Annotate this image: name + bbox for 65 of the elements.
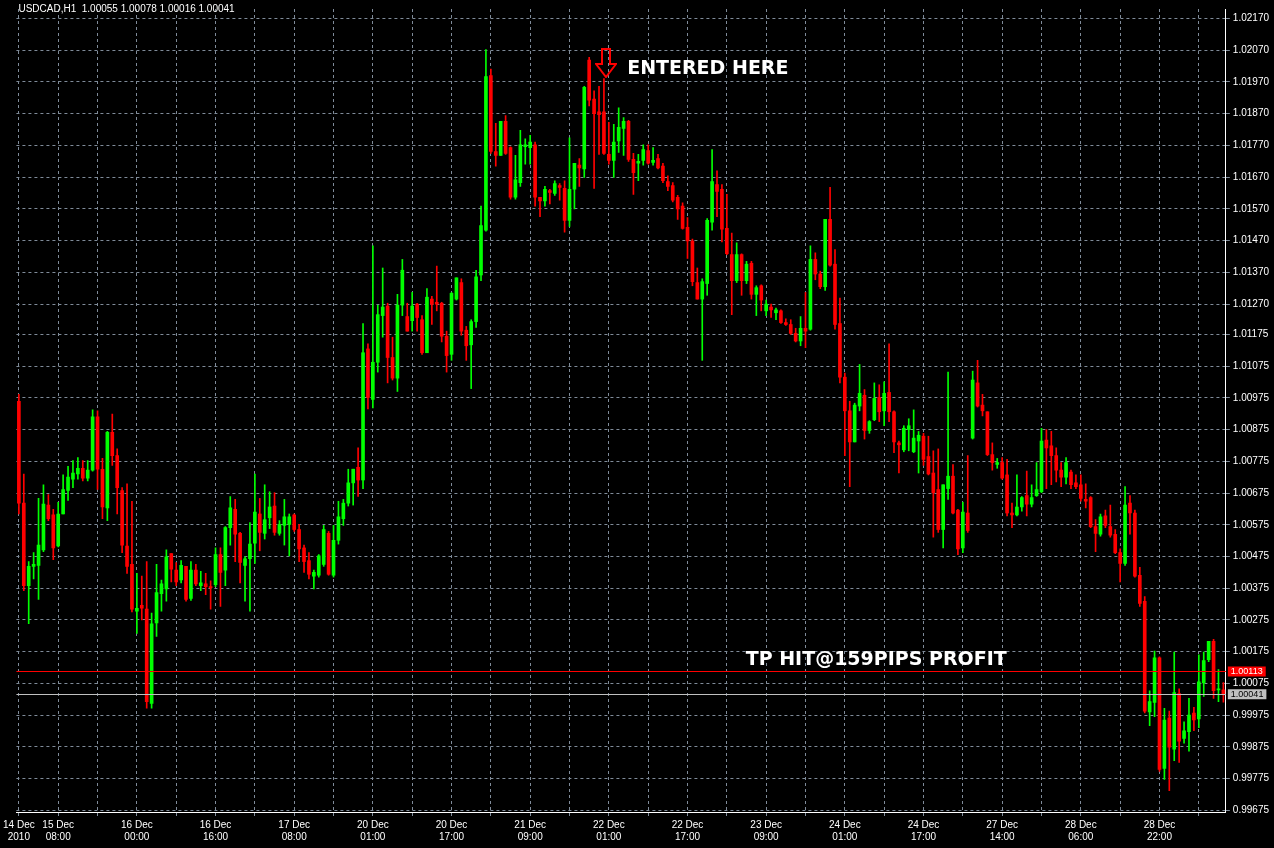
x-tick-label: 22 Dec 01:00: [593, 818, 625, 842]
candlestick: [198, 571, 203, 592]
x-tick-label: 15 Dec 08:00: [42, 818, 75, 842]
candlestick: [906, 418, 911, 452]
y-tick-label: 1.01570: [1232, 202, 1270, 214]
candlestick: [548, 188, 552, 205]
x-tick-label: 21 Dec 09:00: [514, 818, 547, 842]
candlestick: [203, 572, 208, 595]
y-tick-label: 0.99675: [1232, 804, 1270, 816]
candlestick: [287, 513, 292, 557]
y-tick-label: 1.01670: [1232, 170, 1270, 182]
x-tick-label: 24 Dec 01:00: [828, 818, 861, 842]
y-tick-label: 1.00175: [1232, 645, 1270, 657]
x-tick-label: 28 Dec 22:00: [1143, 818, 1176, 842]
y-tick-label: 1.01470: [1232, 234, 1270, 246]
y-tick-label: 1.00375: [1232, 581, 1270, 593]
y-tick-label: 1.01770: [1232, 139, 1270, 151]
x-tick-label: 16 Dec 00:00: [121, 818, 153, 842]
y-tick-label: 1.01970: [1232, 75, 1270, 87]
candlestick: [139, 575, 144, 621]
y-tick-label: 1.00975: [1232, 391, 1270, 403]
x-tick-label: 22 Dec 17:00: [671, 818, 704, 842]
candlestick: [607, 121, 611, 165]
y-tick-label: 1.01175: [1232, 328, 1269, 340]
candlestick: [931, 450, 936, 538]
chart-title: USDCAD,H1 1.00055 1.00078 1.00016 1.00041: [18, 3, 235, 14]
ref-line-label: 1.00113: [1230, 666, 1263, 677]
candlestick: [651, 147, 655, 166]
y-tick-label: 1.01370: [1232, 266, 1270, 278]
y-tick-label: 1.00475: [1232, 550, 1270, 562]
candlestick: [995, 458, 1000, 469]
y-tick-label: 1.00075: [1232, 677, 1270, 689]
x-tick-label: 28 Dec 06:00: [1064, 818, 1097, 842]
y-tick-label: 1.01870: [1232, 107, 1270, 119]
candlestick: [1024, 470, 1029, 517]
y-tick-label: 1.00275: [1232, 613, 1270, 625]
candlestick: [135, 572, 139, 634]
y-tick-label: 1.00875: [1232, 423, 1270, 435]
y-tick-label: 1.01075: [1232, 359, 1270, 371]
annotation: TP HIT@159PIPS PROFIT: [745, 646, 1007, 669]
x-tick-label: 23 Dec 09:00: [750, 818, 783, 842]
x-tick-label: 24 Dec 17:00: [907, 818, 940, 842]
y-tick-label: 0.99875: [1232, 740, 1270, 752]
y-tick-label: 1.00675: [1232, 486, 1270, 498]
candlestick: [557, 183, 562, 201]
x-tick-label: 20 Dec 17:00: [435, 818, 468, 842]
candlestick: [769, 303, 773, 318]
x-tick-label: 17 Dec 08:00: [278, 818, 311, 842]
x-tick-label: 16 Dec 16:00: [199, 818, 232, 842]
y-tick-label: 0.99775: [1232, 772, 1270, 784]
candlestick: [1049, 431, 1054, 486]
candlestick: [1015, 474, 1019, 517]
y-tick-label: 1.02070: [1232, 44, 1270, 56]
x-tick-label: 14 Dec 2010: [3, 818, 35, 842]
y-tick-label: 0.99975: [1232, 708, 1270, 720]
candlestick: [965, 455, 970, 533]
x-tick-label: 20 Dec 01:00: [357, 818, 389, 842]
y-tick-label: 1.02170: [1232, 12, 1270, 24]
y-tick-label: 1.00775: [1232, 455, 1270, 467]
ref-line-label: 1.00041: [1230, 689, 1264, 700]
x-tick-label: 27 Dec 14:00: [986, 818, 1018, 842]
candlestick: [1128, 495, 1132, 535]
y-tick-label: 1.01270: [1232, 297, 1270, 309]
y-tick-label: 1.00575: [1232, 518, 1270, 530]
annotation: ENTERED HERE: [627, 55, 789, 78]
